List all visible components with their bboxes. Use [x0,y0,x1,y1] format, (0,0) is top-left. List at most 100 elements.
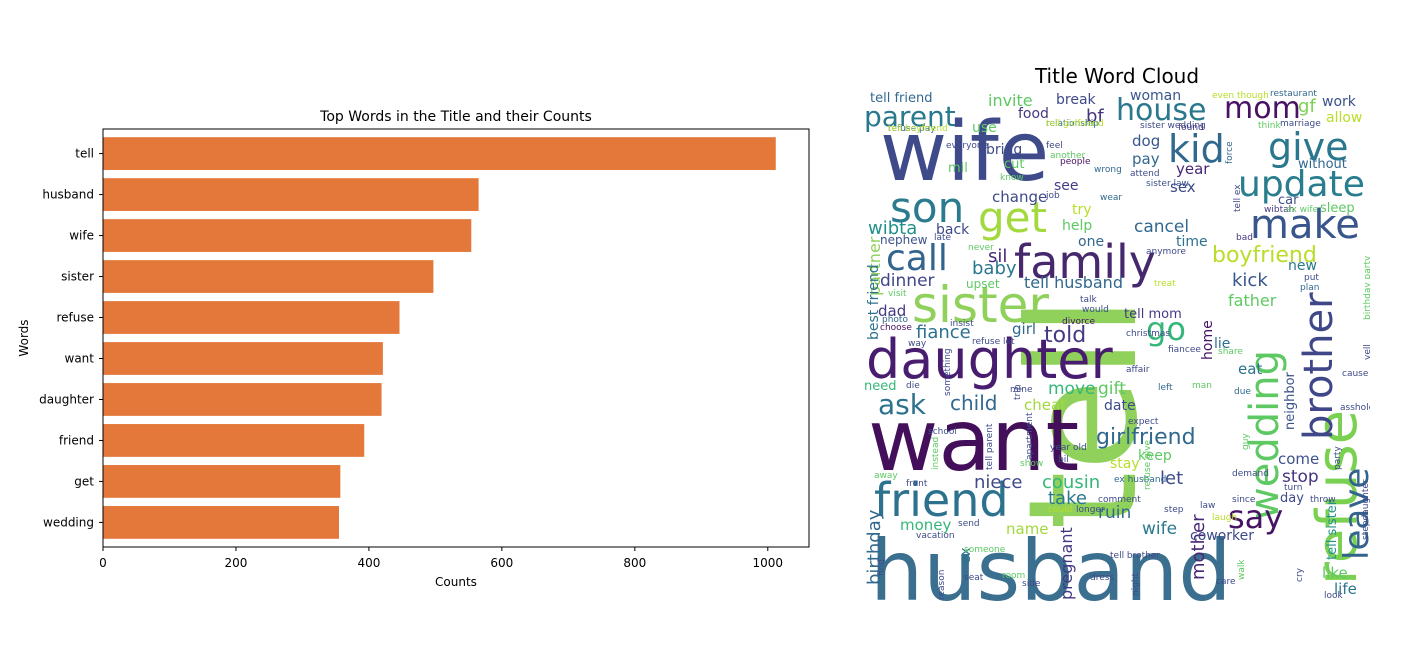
cloud-word: put [1304,273,1319,283]
cloud-word: due [1234,387,1251,397]
cloud-word: pregnant [1057,527,1076,600]
cloud-word: cut [1004,157,1024,172]
cloud-word: fiancee [1168,345,1201,355]
cloud-word: longer [1076,505,1105,515]
cloud-word: upset [966,277,1000,291]
cloud-word: bad [1236,233,1253,243]
cloud-word: stay [1110,456,1140,472]
cloud-word: help [1062,218,1092,234]
cloud-word: force [1225,141,1235,164]
y-tick-label: wife [69,229,94,243]
cloud-word: tell boyfriend [888,124,948,134]
cloud-word: reason [937,570,947,600]
cloud-word: food [1018,106,1049,122]
cloud-word: coworker [1190,528,1254,544]
cloud-word: woman [1130,88,1181,104]
cloud-word: nephew [880,233,928,247]
x-tick-label: 200 [225,556,248,570]
cloud-word: one [1078,234,1104,250]
cloud-word: throw [1310,495,1336,505]
y-tick-label: want [65,351,95,365]
cloud-word: turn [1284,483,1302,493]
cloud-word: christmas [1126,329,1170,339]
cloud-word: ex husband [1114,475,1166,485]
x-tick-label: 600 [490,556,513,570]
cloud-word: tell mom [1124,307,1182,322]
cloud-word: bil [1058,455,1069,465]
cloud-word: school [928,427,957,437]
y-tick-label: tell [75,147,94,161]
cloud-word: look [1324,591,1344,601]
cloud-word: change [992,188,1047,206]
cloud-word: cheat [1024,396,1066,414]
cloud-word: yell [1363,344,1373,360]
cloud-word: date [1104,398,1136,414]
bar-wedding [103,506,339,539]
cloud-word: tell friend [870,91,932,106]
cloud-word: new [1288,258,1317,274]
bar-chart-title: Top Words in the Title and their Counts [319,109,592,125]
cloud-word: night [1131,572,1141,596]
cloud-word: send [958,519,980,529]
cloud-word: someone [964,545,1006,555]
cloud-word: tell brother [1110,551,1160,561]
bar-series [103,137,776,539]
cloud-word: attend [1130,169,1160,179]
cloud-word: without [1298,157,1347,172]
cloud-word: guy [1241,433,1251,450]
cloud-word: pay [1132,150,1160,168]
cloud-word: visit [888,289,907,299]
bar-friend [103,424,364,457]
cloud-word: job [1045,191,1060,201]
cloud-word: law [1200,501,1215,511]
x-tick-label: 0 [99,556,107,570]
cloud-word: year old [1050,443,1087,453]
cloud-word: even though [1212,91,1269,101]
y-tick-label: daughter [39,392,94,406]
cloud-word: something [943,348,953,396]
cloud-word: insist [950,319,974,329]
bar-chart: Top Words in the Title and their Counts … [17,109,809,589]
cloud-word: anymore [1146,247,1186,257]
cloud-word: find [877,559,887,576]
cloud-word: girl [1012,320,1036,338]
cloud-word: seat [964,573,984,583]
cloud-word: could [1048,505,1072,515]
bar-daughter [103,383,382,416]
cloud-word: restaurant [1270,89,1317,99]
bar-tell [103,137,776,170]
cloud-word: break [1056,92,1097,108]
cloud-word: party [1333,446,1343,470]
cloud-word: found [1178,123,1204,133]
cloud-word: kick [1232,270,1268,291]
cloud-word: tell husband [1024,273,1123,292]
cloud-word: divorce [1062,317,1095,327]
cloud-word: need [864,379,897,394]
cloud-word: since [1232,495,1256,505]
word-cloud-words: tellhusbandwifewantdaughtersisterrefusef… [864,88,1377,620]
x-axis-label: Counts [435,575,477,589]
cloud-word: people [1060,157,1091,167]
cloud-word: instead [931,437,941,470]
cloud-word: tell girlfriend [1046,119,1104,129]
cloud-word: mother [1188,514,1209,580]
cloud-word: gift [1098,379,1126,399]
cloud-word: laugh [1212,513,1237,523]
cloud-word: side [1022,579,1041,589]
cloud-word: dress [1090,573,1114,583]
cloud-word: asshole [1340,403,1375,413]
cloud-word: sleep [1320,201,1355,216]
y-tick-label: friend [59,433,94,447]
cloud-word: choose [880,323,912,333]
cloud-word: away [874,471,898,481]
cloud-word: feel [1046,141,1063,151]
cloud-word: demand [1232,469,1269,479]
cloud-word: trip [1013,384,1023,400]
cloud-word: cry [1295,567,1305,582]
cloud-word: late [934,233,952,243]
bar-husband [103,178,479,211]
cloud-word: dinner [880,271,935,291]
cloud-word: tell ex [1233,184,1243,212]
cloud-word: neighbor [1283,371,1298,430]
